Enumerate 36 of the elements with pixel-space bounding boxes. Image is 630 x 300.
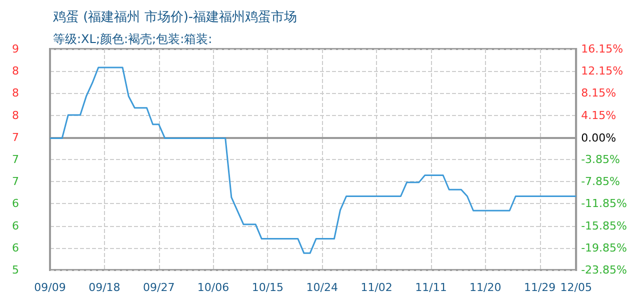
y-tick-label: -3.85% bbox=[581, 153, 620, 166]
x-tick-label: 10/06 bbox=[197, 281, 230, 294]
y2-tick-label: 6 bbox=[12, 219, 19, 232]
y-tick-label: -23.85% bbox=[581, 264, 628, 276]
x-tick-label: 11/02 bbox=[360, 281, 392, 294]
y2-tick-label: 8 bbox=[12, 108, 19, 122]
y2-tick-label: 7 bbox=[12, 153, 19, 166]
chart-subtitle: 等级:XL;颜色:褐壳;包装:箱装: bbox=[53, 32, 212, 46]
x-tick-label: 11/20 bbox=[470, 281, 502, 294]
y-tick-label: 4.15% bbox=[581, 108, 616, 122]
y-tick-label: 8.15% bbox=[581, 86, 616, 100]
y2-tick-label: 6 bbox=[12, 197, 19, 210]
y-tick-label: 16.15% bbox=[581, 42, 624, 56]
x-tick-label: 09/27 bbox=[142, 281, 175, 294]
y2-tick-label: 6 bbox=[12, 241, 19, 254]
y-tick-label: -19.85% bbox=[581, 241, 628, 254]
y2-tick-label: 9 bbox=[12, 42, 19, 56]
x-tick-label: 11/11 bbox=[415, 281, 447, 294]
y2-tick-label: 7 bbox=[12, 130, 19, 144]
y-tick-label: -7.85% bbox=[581, 175, 620, 188]
y-tick-label: 12.15% bbox=[581, 64, 624, 78]
y2-tick-label: 5 bbox=[12, 264, 19, 276]
x-tick-label: 10/24 bbox=[306, 281, 338, 294]
x-tick-label: 09/09 bbox=[34, 281, 66, 294]
line-series bbox=[49, 66, 577, 254]
y-tick-label: -15.85% bbox=[581, 219, 628, 232]
y2-tick-label: 8 bbox=[12, 64, 19, 78]
chart-title: 鸡蛋 (福建福州 市场价)-福建福州鸡蛋市场 bbox=[52, 10, 298, 25]
y-tick-label: -11.85% bbox=[581, 197, 628, 210]
x-tick-label: 12/05 bbox=[560, 281, 592, 294]
x-tick-label: 11/29 bbox=[524, 281, 556, 294]
x-tick-label: 10/15 bbox=[252, 281, 284, 294]
x-tick-label: 09/18 bbox=[88, 281, 120, 294]
y2-tick-label: 7 bbox=[12, 175, 19, 188]
y-tick-label: 0.00% bbox=[581, 132, 616, 145]
y2-tick-label: 8 bbox=[12, 86, 19, 100]
